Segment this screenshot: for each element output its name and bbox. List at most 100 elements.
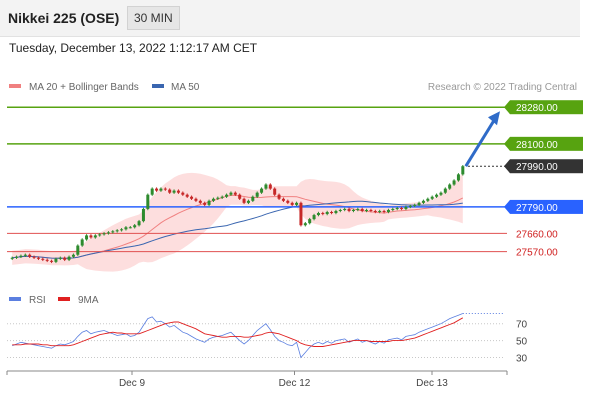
candle-body-14 [71,254,75,257]
level-tag-bg-3 [510,199,583,214]
interval-button[interactable]: 30 MIN [127,6,180,30]
candle-body-78 [351,209,355,211]
candle-body-87 [391,208,395,210]
rsi-legend-swatch [9,297,21,301]
level-tag-label-0: 28280.00 [516,103,558,114]
candle-body-47 [216,197,220,199]
candle-body-56 [255,192,259,197]
forecast-arrow [464,111,500,168]
candle-body-74 [334,210,338,214]
candle-body-59 [268,184,272,189]
candle-body-18 [89,235,93,238]
candle-body-64 [290,202,294,205]
ma50-legend-label: MA 50 [171,82,200,93]
candle-body-75 [338,209,342,211]
candle-body-41 [190,196,194,199]
candle-body-99 [443,188,447,193]
candle-body-98 [439,192,443,195]
level-tag-bg-0 [510,100,583,115]
candle-body-49 [225,194,229,197]
candle-body-40 [185,194,189,197]
candle-body-24 [115,230,119,232]
candle-body-11 [58,257,62,259]
candle-body-79 [356,208,360,210]
bollinger-bands [12,172,463,272]
candle-body-23 [111,231,115,233]
candle-body-42 [194,198,198,201]
candle-body-60 [273,188,277,195]
level-tag-pointer-3 [504,199,510,214]
level-tag-label-1: 28100.00 [516,140,558,151]
timestamp: Tuesday, December 13, 2022 1:12:17 AM CE… [9,41,258,55]
candle-body-57 [260,188,264,193]
research-credit: Research © 2022 Trading Central [428,82,577,93]
candle-body-31 [146,194,150,209]
candle-body-19 [93,235,97,238]
candle-body-5 [32,256,36,258]
candle-body-29 [137,221,141,226]
candle-body-95 [426,198,430,201]
candle-body-45 [207,200,211,205]
level-tag-pointer-2 [504,159,510,174]
candle-body-61 [277,194,281,199]
chart-header: Nikkei 225 (OSE) 30 MIN [0,0,580,37]
candle-body-100 [448,184,452,189]
ma20-legend-swatch [9,84,21,88]
candle-body-1 [15,256,19,258]
ma9-legend-swatch [58,297,70,301]
candle-body-97 [435,194,439,197]
price-levels [7,106,507,253]
candle-body-94 [421,200,425,203]
candle-body-91 [408,205,412,207]
level-label-5: 27570.00 [516,248,558,259]
candle-body-80 [360,208,364,211]
candle-body-85 [382,210,386,213]
candle-body-62 [281,198,285,201]
candle-body-43 [198,200,202,203]
candle-body-81 [365,209,369,211]
candle-body-68 [308,219,312,224]
candle-body-8 [45,259,49,261]
candle-body-27 [128,227,132,229]
rsi-tick-label-0: 70 [516,320,528,331]
arrow-head [488,111,500,126]
candle-body-53 [242,198,246,203]
candle-body-22 [106,232,110,234]
candle-body-58 [264,184,268,189]
candle-body-96 [430,196,434,199]
candle-body-84 [378,210,382,213]
candle-body-35 [163,188,167,190]
rsi-lines [12,313,503,359]
instrument-title: Nikkei 225 (OSE) [8,10,120,26]
candle-body-30 [141,208,145,222]
candle-body-33 [155,188,159,191]
candle-body-83 [373,210,377,213]
candle-body-88 [395,207,399,209]
candle-body-15 [76,245,80,255]
candle-body-102 [456,174,460,181]
candle-body-34 [159,188,163,191]
candle-body-90 [404,206,408,209]
candle-body-10 [54,258,58,262]
candle-body-6 [36,257,40,259]
candle-body-32 [150,188,154,195]
candle-body-21 [102,233,106,235]
candle-body-37 [172,190,176,193]
candle-body-54 [246,200,250,203]
candle-body-9 [50,260,54,262]
candle-body-86 [386,209,390,213]
candle-body-55 [251,196,255,201]
candle-body-50 [229,192,233,195]
moving-averages [12,194,464,259]
ma9-legend-label: 9MA [78,295,99,306]
candle-body-76 [343,208,347,210]
candle-body-25 [120,229,124,231]
candle-body-51 [233,192,237,195]
candle-body-28 [133,225,137,228]
candle-body-7 [41,258,45,260]
rsi-tick-label-1: 50 [516,337,528,348]
candle-body-38 [176,190,180,193]
candle-body-92 [413,204,417,206]
rsi-ma9-line [12,317,464,347]
ma50-line [12,200,463,259]
